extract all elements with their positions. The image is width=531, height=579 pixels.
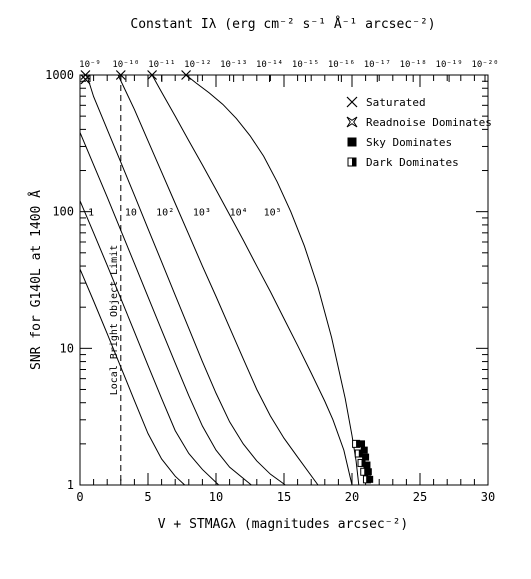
saturated-marker	[80, 74, 91, 85]
curve-label: 1	[88, 208, 94, 219]
top-tick-label: 10⁻¹⁸	[400, 60, 427, 70]
dark-marker-fill	[358, 450, 363, 458]
top-tick-label: 10⁻²⁰	[471, 60, 498, 70]
curve-label: 10³	[193, 208, 211, 219]
x-tick-label: 30	[481, 490, 495, 504]
snr-curve	[79, 200, 220, 486]
chart-title: Constant Iλ (erg cm⁻² s⁻¹ Å⁻¹ arcsec⁻²)	[130, 16, 435, 32]
legend-label: Sky Dominates	[366, 136, 452, 149]
sky-marker	[362, 453, 370, 461]
x-tick-label: 5	[144, 490, 151, 504]
top-tick-label: 10⁻¹⁴	[256, 60, 283, 70]
saturated-marker	[346, 96, 358, 108]
snr-curve	[86, 74, 286, 486]
curve-label: 10⁵	[264, 208, 282, 219]
legend-label: Readnoise Dominates	[366, 116, 492, 129]
saturated-marker	[115, 70, 126, 80]
top-tick-label: 10⁻¹⁶	[328, 60, 355, 70]
y-axis-ticks: 1 10 100 1000	[45, 68, 488, 492]
curve-labels: 1 10 10² 10³ 10⁴ 10⁵	[88, 208, 282, 219]
sky-marker	[360, 446, 368, 454]
x-tick-label: 0	[76, 490, 83, 504]
y-tick-label: 10	[60, 341, 74, 355]
snr-curve	[79, 132, 252, 486]
top-tick-label: 10⁻¹²	[184, 60, 211, 70]
x-tick-label: 25	[413, 490, 427, 504]
curve-label: 10²	[156, 208, 174, 219]
saturated-marker	[181, 70, 192, 80]
dark-marker-fill	[361, 459, 366, 467]
legend-label: Saturated	[366, 96, 426, 109]
top-tick-label: 10⁻¹⁷	[364, 60, 391, 70]
sky-marker	[364, 468, 372, 476]
x-axis-label: V + STMAGλ (magnitudes arcsec⁻²)	[158, 517, 408, 532]
y-axis-label: SNR for G140L at 1400 Å	[28, 190, 44, 370]
x-tick-label: 10	[209, 490, 223, 504]
legend: Saturated Readnoise Dominates Sky Dominate…	[346, 96, 492, 169]
snr-curve	[79, 268, 186, 486]
snr-curve	[117, 74, 319, 486]
y-tick-label: 1	[67, 478, 74, 492]
dark-marker-fill	[356, 440, 360, 448]
snr-curve	[185, 74, 360, 486]
readnoise-marker	[346, 116, 358, 128]
saturated-marker	[147, 70, 158, 80]
top-tick-label: 10⁻¹³	[220, 60, 247, 70]
top-tick-label: 10⁻¹⁵	[292, 60, 319, 70]
snr-curve	[151, 74, 353, 486]
y-tick-label: 100	[52, 205, 74, 219]
legend-label: Dark Dominates	[366, 156, 459, 169]
saturated-marker	[80, 70, 91, 80]
curve-label: 10	[125, 208, 137, 219]
sky-marker	[358, 440, 366, 448]
y-tick-label: 1000	[45, 68, 74, 82]
top-tick-label: 10⁻¹¹	[148, 60, 175, 70]
curve-label: 10⁴	[230, 208, 248, 219]
x-tick-label: 15	[277, 490, 291, 504]
x-axis-ticks: 0 5 10 15 20 25 30	[76, 75, 495, 504]
curves	[79, 74, 360, 486]
dark-marker-fill	[352, 158, 356, 166]
sky-marker	[347, 137, 357, 147]
x-tick-label: 20	[345, 490, 359, 504]
top-tick-label: 10⁻⁹	[79, 60, 101, 70]
top-tick-label: 10⁻¹⁰	[112, 60, 139, 70]
top-axis-ticks: 10⁻⁹ 10⁻¹⁰ 10⁻¹¹ 10⁻¹² 10⁻¹³ 10⁻¹⁴ 10⁻¹⁵ 10⁻¹⁶ 1…	[79, 60, 499, 82]
sky-marker	[363, 461, 371, 469]
top-tick-label: 10⁻¹⁹	[436, 60, 463, 70]
markers	[80, 70, 374, 484]
sky-marker	[366, 475, 374, 483]
bright-object-limit-label: Local Bright Object Limit	[109, 245, 120, 396]
